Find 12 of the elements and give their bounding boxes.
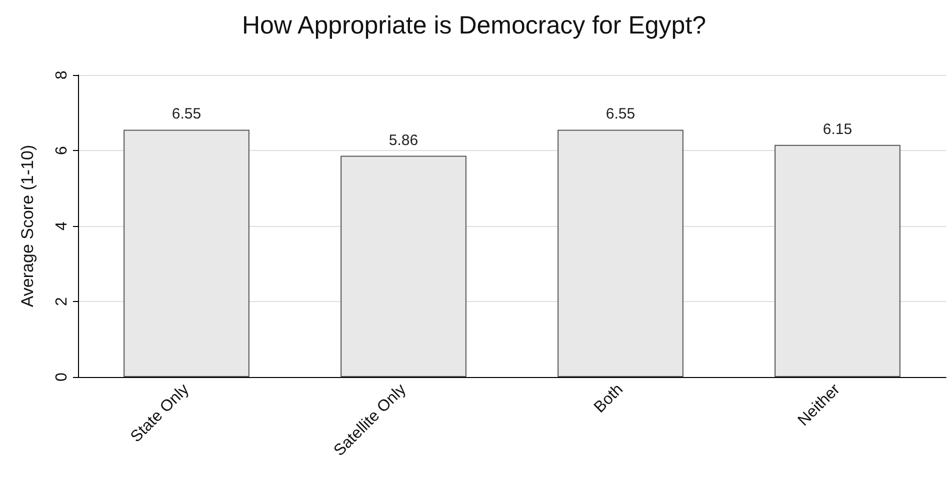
y-axis-title: Average Score (1-10) <box>18 144 37 308</box>
y-tick-label: 0 <box>54 372 70 382</box>
data-label: 6.15 <box>822 120 852 138</box>
x-tick-label: Both <box>591 380 627 416</box>
data-label: 5.86 <box>388 132 418 149</box>
data-label: 6.55 <box>172 106 202 123</box>
y-tick-label: 4 <box>54 221 70 230</box>
data-label: 6.55 <box>606 106 636 123</box>
y-tick-label: 6 <box>54 146 70 155</box>
y-tick-label: 2 <box>54 296 70 306</box>
chart-title: How Appropriate is Democracy for Egypt? <box>242 12 706 40</box>
y-tick-label: 8 <box>54 70 70 80</box>
